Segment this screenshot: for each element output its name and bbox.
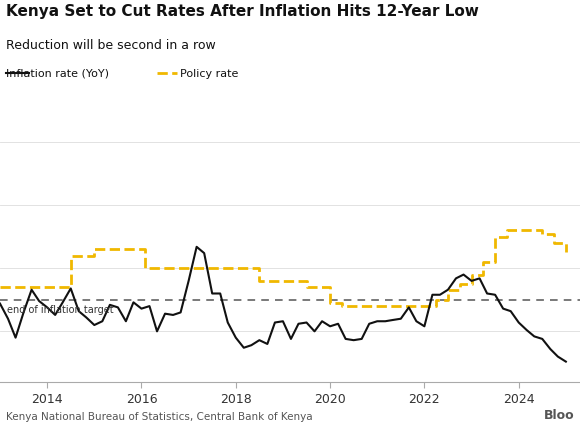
Text: end of inflation target: end of inflation target	[7, 304, 114, 314]
Text: Reduction will be second in a row: Reduction will be second in a row	[6, 39, 216, 52]
Text: Inflation rate (YoY): Inflation rate (YoY)	[6, 69, 109, 79]
Text: Bloo: Bloo	[543, 408, 574, 421]
Text: Policy rate: Policy rate	[180, 69, 238, 79]
Text: Kenya National Bureau of Statistics, Central Bank of Kenya: Kenya National Bureau of Statistics, Cen…	[6, 411, 313, 421]
Text: Kenya Set to Cut Rates After Inflation Hits 12-Year Low: Kenya Set to Cut Rates After Inflation H…	[6, 4, 478, 19]
